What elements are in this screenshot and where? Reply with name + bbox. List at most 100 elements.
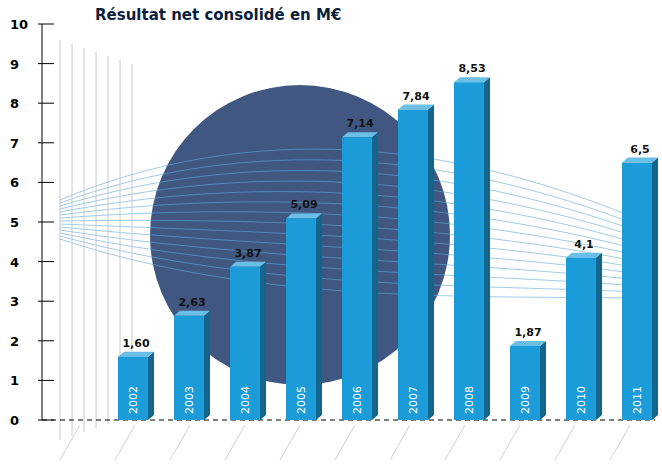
x-tick-label: 2007 — [407, 386, 420, 414]
y-tick — [38, 222, 54, 223]
y-tick-label: 4 — [10, 255, 19, 270]
bar-side — [540, 341, 546, 420]
bar-top — [174, 311, 210, 316]
y-tick-label: 7 — [10, 136, 19, 151]
x-tick-label: 2005 — [295, 386, 308, 414]
bar-group — [230, 262, 266, 420]
wall-line — [84, 48, 85, 432]
bar — [118, 357, 148, 420]
floor-line — [170, 425, 190, 460]
y-tick-label: 3 — [10, 294, 19, 309]
x-tick-label: 2004 — [239, 386, 252, 414]
bar-top — [342, 132, 378, 137]
bar — [342, 137, 372, 420]
floor-line — [60, 425, 80, 460]
data-label: 4,1 — [574, 238, 594, 251]
chart: Résultat net consolidé en M€ 0 1 2 3 4 5 6 7 8 9 10… — [0, 0, 662, 465]
data-label: 2,63 — [178, 296, 205, 309]
bar-group — [342, 132, 378, 420]
y-tick — [38, 261, 54, 262]
data-label: 1,60 — [122, 337, 149, 350]
bar-group — [174, 311, 210, 420]
floor-line — [280, 425, 300, 460]
decoration — [60, 40, 662, 460]
x-tick-label: 2008 — [463, 386, 476, 414]
y-tick — [38, 301, 54, 302]
y-tick-label: 9 — [10, 57, 19, 72]
bar-top — [286, 213, 322, 218]
bar — [454, 82, 484, 420]
y-tick — [38, 103, 54, 104]
y-tick-label: 1 — [10, 373, 19, 388]
bar-side — [596, 253, 602, 420]
bar — [510, 346, 540, 420]
y-tick-label: 8 — [10, 96, 19, 111]
floor-line — [555, 425, 575, 460]
bar-group — [510, 341, 546, 420]
bar-top — [566, 253, 602, 258]
bar-top — [230, 262, 266, 267]
floor-line — [610, 425, 630, 460]
floor-line — [500, 425, 520, 460]
data-label: 1,87 — [514, 326, 541, 339]
bar-top — [398, 105, 434, 110]
wall-line — [96, 52, 97, 428]
x-tick-label: 2003 — [183, 386, 196, 414]
bar-side — [484, 77, 490, 420]
data-label: 6,5 — [630, 143, 650, 156]
bar-group — [566, 253, 602, 420]
data-label: 7,84 — [402, 90, 429, 103]
data-label: 8,53 — [458, 62, 485, 75]
y-tick-label: 2 — [10, 334, 19, 349]
bar — [622, 163, 652, 420]
bars — [118, 77, 658, 420]
bar — [230, 267, 260, 420]
data-label: 5,09 — [290, 198, 317, 211]
bar-top — [510, 341, 546, 346]
x-tick-label: 2006 — [351, 386, 364, 414]
x-tick-label: 2002 — [127, 386, 140, 414]
y-tick — [38, 24, 54, 25]
y-tick — [38, 380, 54, 381]
floor-line — [335, 425, 355, 460]
x-tick-label: 2009 — [519, 386, 532, 414]
bar — [286, 218, 316, 420]
bar-side — [148, 352, 154, 420]
bar — [174, 316, 204, 420]
bar-side — [316, 213, 322, 420]
labels: 1,6020022,6320033,8720045,0920057,142006… — [122, 62, 649, 414]
bar-group — [454, 77, 490, 420]
bar-side — [372, 132, 378, 420]
bar-top — [454, 77, 490, 82]
wall-line — [60, 40, 61, 440]
y-tick-label: 10 — [10, 17, 28, 32]
floor-line — [225, 425, 245, 460]
bar-group — [118, 352, 154, 420]
bar-top — [622, 158, 658, 163]
y-tick — [38, 63, 54, 64]
y-tick — [38, 182, 54, 183]
y-tick — [38, 340, 54, 341]
floor-line — [445, 425, 465, 460]
wall-line — [72, 44, 73, 436]
data-label: 7,14 — [346, 117, 373, 130]
y-tick-label: 5 — [10, 215, 19, 230]
bar-side — [204, 311, 210, 420]
title: Résultat net consolidé en M€ — [95, 6, 341, 24]
bar-top — [118, 352, 154, 357]
floor-line — [390, 425, 410, 460]
y-tick-label: 0 — [10, 413, 19, 428]
bar-group — [286, 213, 322, 420]
y-tick-label: 6 — [10, 175, 19, 190]
x-tick-label: 2011 — [631, 386, 644, 414]
bar — [398, 110, 428, 420]
floor-line — [115, 425, 135, 460]
bar — [566, 258, 596, 420]
bar-side — [260, 262, 266, 420]
bar-group — [622, 158, 658, 420]
y-tick — [38, 142, 54, 143]
bar-group — [398, 105, 434, 420]
bar-side — [652, 158, 658, 420]
wall-line — [108, 56, 109, 424]
bar-side — [428, 105, 434, 420]
